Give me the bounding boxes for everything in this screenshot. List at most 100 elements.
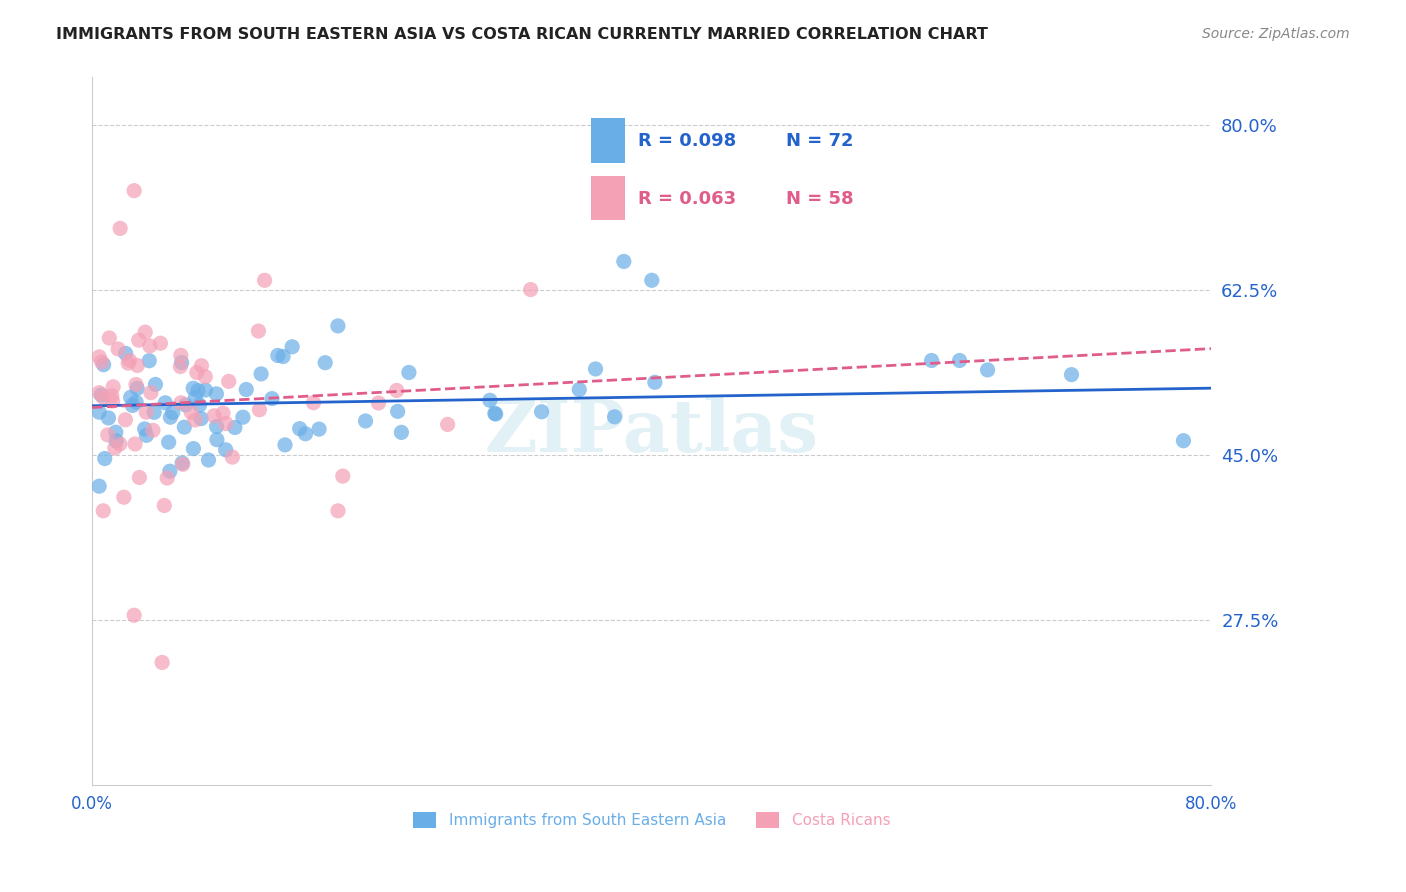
- Immigrants from South Eastern Asia: [215, 442, 238, 457]
- Costa Ricans: [249, 402, 271, 417]
- Costa Ricans: [153, 499, 176, 513]
- Immigrants from South Eastern Asia: [105, 434, 128, 448]
- Costa Ricans: [107, 342, 129, 356]
- Immigrants from South Eastern Asia: [145, 377, 167, 392]
- Text: Source: ZipAtlas.com: Source: ZipAtlas.com: [1202, 27, 1350, 41]
- Immigrants from South Eastern Asia: [120, 390, 142, 404]
- Immigrants from South Eastern Asia: [127, 381, 149, 395]
- Immigrants from South Eastern Asia: [205, 419, 228, 434]
- Immigrants from South Eastern Asia: [104, 425, 127, 440]
- Costa Ricans: [90, 355, 112, 369]
- Costa Ricans: [139, 385, 162, 400]
- Immigrants from South Eastern Asia: [205, 387, 228, 401]
- Immigrants from South Eastern Asia: [224, 420, 246, 434]
- Immigrants from South Eastern Asia: [97, 411, 120, 425]
- Immigrants from South Eastern Asia: [354, 414, 377, 428]
- Costa Ricans: [118, 353, 141, 368]
- Costa Ricans: [215, 417, 238, 431]
- Costa Ricans: [112, 490, 135, 504]
- Costa Ricans: [186, 366, 208, 380]
- Immigrants from South Eastern Asia: [190, 411, 212, 425]
- Immigrants from South Eastern Asia: [90, 388, 112, 402]
- Costa Ricans: [150, 656, 173, 670]
- Costa Ricans: [135, 405, 157, 419]
- Costa Ricans: [247, 324, 270, 338]
- Immigrants from South Eastern Asia: [121, 399, 143, 413]
- Costa Ricans: [170, 348, 193, 362]
- Immigrants from South Eastern Asia: [172, 456, 194, 470]
- Costa Ricans: [142, 423, 165, 437]
- Costa Ricans: [101, 380, 124, 394]
- Immigrants from South Eastern Asia: [184, 391, 207, 405]
- Immigrants from South Eastern Asia: [281, 340, 304, 354]
- Immigrants from South Eastern Asia: [159, 464, 181, 478]
- Costa Ricans: [89, 350, 111, 364]
- Costa Ricans: [202, 409, 225, 423]
- Costa Ricans: [156, 471, 179, 485]
- Immigrants from South Eastern Asia: [250, 367, 273, 381]
- Costa Ricans: [91, 504, 114, 518]
- Immigrants from South Eastern Asia: [948, 353, 970, 368]
- Costa Ricans: [104, 441, 127, 455]
- Immigrants from South Eastern Asia: [308, 422, 330, 436]
- Immigrants from South Eastern Asia: [135, 428, 157, 442]
- Costa Ricans: [124, 437, 146, 451]
- Costa Ricans: [125, 377, 148, 392]
- Immigrants from South Eastern Asia: [644, 376, 666, 390]
- Immigrants from South Eastern Asia: [159, 410, 181, 425]
- Immigrants from South Eastern Asia: [613, 254, 636, 268]
- Costa Ricans: [139, 339, 162, 353]
- Immigrants from South Eastern Asia: [641, 273, 664, 287]
- Immigrants from South Eastern Asia: [976, 363, 998, 377]
- Immigrants from South Eastern Asia: [389, 425, 412, 440]
- Costa Ricans: [117, 356, 139, 370]
- Immigrants from South Eastern Asia: [530, 405, 553, 419]
- Immigrants from South Eastern Asia: [89, 479, 111, 493]
- Immigrants from South Eastern Asia: [173, 420, 195, 434]
- Costa Ricans: [180, 405, 202, 419]
- Immigrants from South Eastern Asia: [187, 384, 209, 398]
- Immigrants from South Eastern Asia: [197, 453, 219, 467]
- Immigrants from South Eastern Asia: [478, 393, 501, 408]
- Costa Ricans: [101, 394, 124, 409]
- Immigrants from South Eastern Asia: [235, 383, 257, 397]
- Immigrants from South Eastern Asia: [155, 396, 177, 410]
- Immigrants from South Eastern Asia: [921, 353, 943, 368]
- Costa Ricans: [184, 413, 207, 427]
- Immigrants from South Eastern Asia: [134, 422, 156, 436]
- Costa Ricans: [170, 396, 193, 410]
- Legend: Immigrants from South Eastern Asia, Costa Ricans: Immigrants from South Eastern Asia, Cost…: [408, 805, 897, 834]
- Costa Ricans: [128, 470, 150, 484]
- Costa Ricans: [190, 359, 212, 373]
- Immigrants from South Eastern Asia: [387, 404, 409, 418]
- Text: ZIPatlas: ZIPatlas: [485, 396, 818, 467]
- Immigrants from South Eastern Asia: [205, 433, 228, 447]
- Immigrants from South Eastern Asia: [1173, 434, 1195, 448]
- Immigrants from South Eastern Asia: [93, 451, 115, 466]
- Immigrants from South Eastern Asia: [174, 398, 197, 412]
- Costa Ricans: [101, 389, 124, 403]
- Costa Ricans: [98, 331, 121, 345]
- Immigrants from South Eastern Asia: [157, 435, 180, 450]
- Immigrants from South Eastern Asia: [181, 381, 204, 395]
- Immigrants from South Eastern Asia: [484, 406, 506, 420]
- Costa Ricans: [212, 406, 235, 420]
- Immigrants from South Eastern Asia: [267, 349, 290, 363]
- Costa Ricans: [149, 336, 172, 351]
- Costa Ricans: [367, 396, 389, 410]
- Costa Ricans: [108, 437, 131, 451]
- Costa Ricans: [108, 221, 131, 235]
- Immigrants from South Eastern Asia: [585, 362, 607, 376]
- Immigrants from South Eastern Asia: [288, 422, 311, 436]
- Immigrants from South Eastern Asia: [603, 409, 626, 424]
- Immigrants from South Eastern Asia: [260, 392, 283, 406]
- Immigrants from South Eastern Asia: [114, 346, 136, 360]
- Costa Ricans: [436, 417, 458, 432]
- Costa Ricans: [221, 450, 243, 464]
- Immigrants from South Eastern Asia: [485, 407, 508, 421]
- Costa Ricans: [172, 458, 194, 472]
- Immigrants from South Eastern Asia: [398, 366, 420, 380]
- Immigrants from South Eastern Asia: [271, 350, 294, 364]
- Costa Ricans: [122, 184, 145, 198]
- Immigrants from South Eastern Asia: [188, 398, 211, 412]
